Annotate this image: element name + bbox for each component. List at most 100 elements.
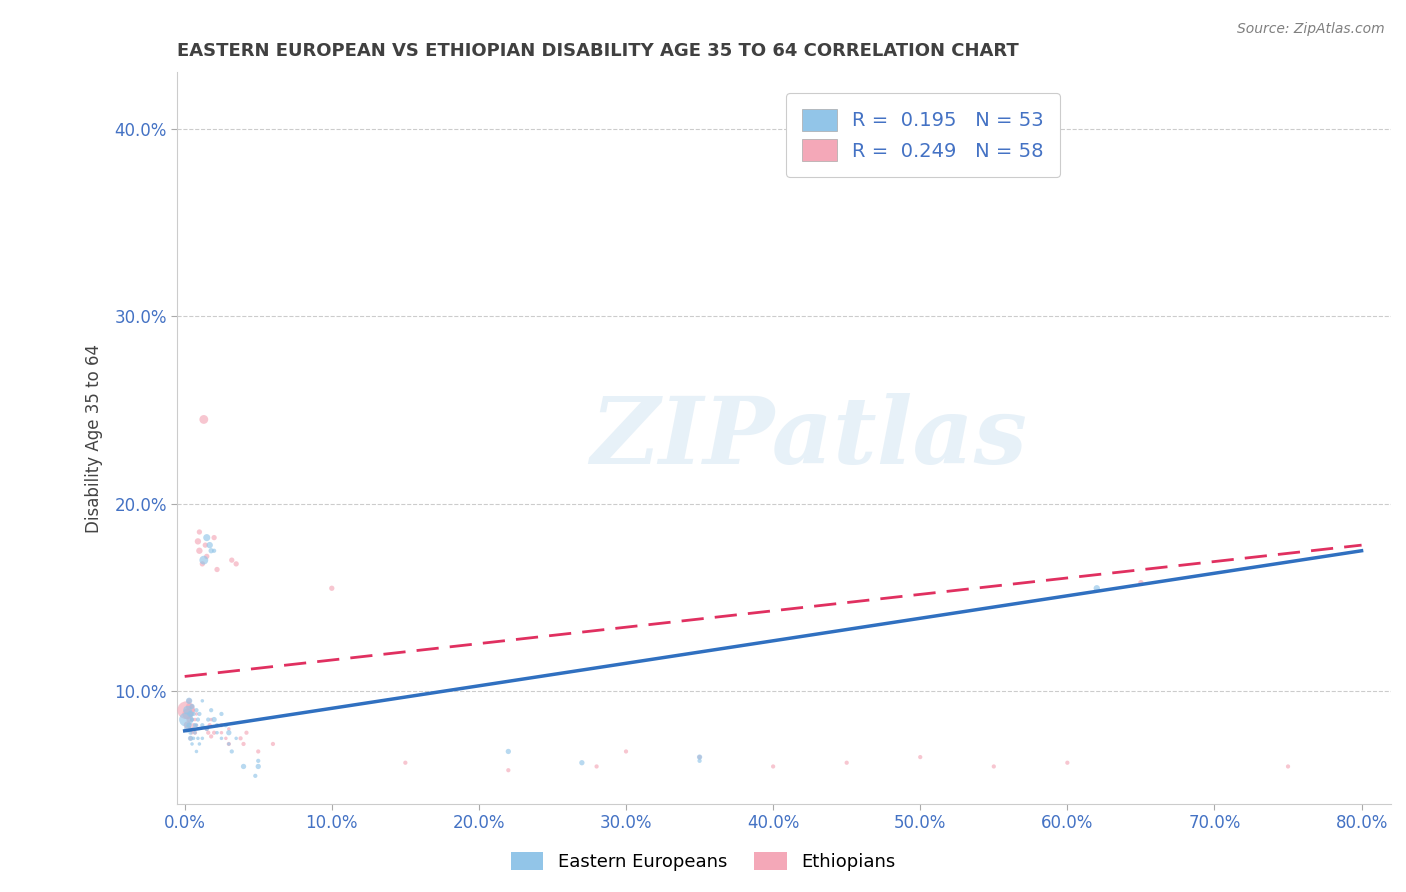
Point: [218, 725, 240, 739]
Point: [245, 769, 267, 783]
Point: [183, 706, 205, 721]
Point: [202, 531, 225, 545]
Point: [180, 706, 202, 721]
Point: [181, 713, 204, 727]
Point: [187, 534, 209, 549]
Point: [225, 731, 247, 746]
Point: [1129, 575, 1152, 590]
Point: [176, 703, 198, 717]
Point: [193, 553, 215, 567]
Point: [191, 718, 214, 732]
Text: EASTERN EUROPEAN VS ETHIOPIAN DISABILITY AGE 35 TO 64 CORRELATION CHART: EASTERN EUROPEAN VS ETHIOPIAN DISABILITY…: [177, 42, 1019, 60]
Point: [689, 750, 711, 764]
Point: [183, 718, 205, 732]
Point: [177, 718, 200, 732]
Point: [200, 543, 222, 558]
Point: [218, 722, 240, 736]
Point: [202, 543, 225, 558]
Point: [202, 713, 225, 727]
Legend: R =  0.195   N = 53, R =  0.249   N = 58: R = 0.195 N = 53, R = 0.249 N = 58: [786, 93, 1060, 177]
Point: [1277, 759, 1299, 773]
Point: [193, 412, 215, 426]
Point: [247, 754, 270, 768]
Point: [176, 706, 198, 721]
Point: [215, 718, 238, 732]
Text: ZIPatlas: ZIPatlas: [591, 393, 1026, 483]
Point: [221, 553, 243, 567]
Point: [187, 731, 209, 746]
Point: [186, 744, 208, 758]
Point: [200, 703, 222, 717]
Point: [184, 725, 207, 739]
Point: [498, 763, 520, 777]
Point: [183, 722, 205, 736]
Y-axis label: Disability Age 35 to 64: Disability Age 35 to 64: [86, 343, 103, 533]
Point: [835, 756, 858, 770]
Point: [200, 730, 222, 744]
Point: [195, 531, 218, 545]
Point: [180, 725, 202, 739]
Text: Source: ZipAtlas.com: Source: ZipAtlas.com: [1237, 22, 1385, 37]
Point: [211, 731, 233, 746]
Point: [247, 759, 270, 773]
Point: [229, 731, 252, 746]
Point: [191, 731, 214, 746]
Point: [218, 737, 240, 751]
Point: [614, 744, 637, 758]
Point: [205, 725, 228, 739]
Point: [1056, 756, 1078, 770]
Point: [232, 759, 254, 773]
Point: [176, 718, 198, 732]
Point: [211, 718, 233, 732]
Point: [186, 718, 208, 732]
Point: [247, 744, 270, 758]
Point: [218, 737, 240, 751]
Point: [195, 722, 218, 736]
Point: [188, 524, 211, 539]
Point: [262, 737, 284, 751]
Point: [235, 725, 257, 739]
Point: [194, 538, 217, 552]
Point: [191, 557, 214, 571]
Point: [197, 725, 219, 739]
Point: [174, 713, 197, 727]
Point: [198, 718, 221, 732]
Point: [184, 713, 207, 727]
Point: [181, 713, 204, 727]
Point: [689, 750, 711, 764]
Point: [177, 713, 200, 727]
Point: [183, 731, 205, 746]
Point: [585, 759, 607, 773]
Point: [195, 549, 218, 564]
Point: [184, 718, 207, 732]
Point: [177, 694, 200, 708]
Point: [498, 744, 520, 758]
Point: [181, 699, 204, 714]
Point: [221, 744, 243, 758]
Point: [211, 725, 233, 739]
Point: [188, 737, 211, 751]
Point: [571, 756, 593, 770]
Point: [198, 538, 221, 552]
Point: [180, 706, 202, 721]
Point: [188, 706, 211, 721]
Point: [181, 725, 204, 739]
Point: [762, 759, 785, 773]
Point: [181, 699, 204, 714]
Point: [184, 725, 207, 739]
Point: [186, 703, 208, 717]
Point: [910, 750, 932, 764]
Point: [225, 557, 247, 571]
Point: [205, 718, 228, 732]
Point: [202, 725, 225, 739]
Point: [200, 713, 222, 727]
Point: [232, 737, 254, 751]
Point: [321, 581, 343, 595]
Point: [186, 718, 208, 732]
Point: [215, 731, 238, 746]
Point: [176, 722, 198, 736]
Point: [983, 759, 1005, 773]
Legend: Eastern Europeans, Ethiopians: Eastern Europeans, Ethiopians: [503, 845, 903, 879]
Point: [394, 756, 416, 770]
Point: [180, 731, 202, 746]
